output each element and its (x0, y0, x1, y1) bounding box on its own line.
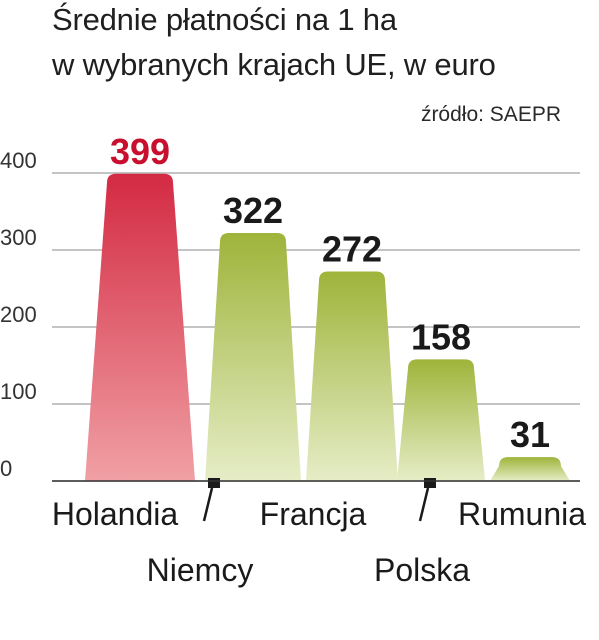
bar-polska (397, 359, 485, 481)
y-tick-label: 400 (0, 148, 37, 173)
category-label-rumunia: Rumunia (458, 496, 586, 532)
chart-source: źródło: SAEPR (420, 103, 561, 126)
category-label-niemcy: Niemcy (147, 552, 254, 588)
y-tick-label: 200 (0, 302, 37, 327)
bar-niemcy (205, 233, 301, 481)
value-label-holandia: 399 (110, 131, 170, 172)
value-label-francja: 272 (322, 229, 382, 270)
value-label-niemcy: 322 (223, 190, 283, 231)
value-label-polska: 158 (411, 316, 471, 357)
chart-title-line-1: Średnie płatności na 1 ha (52, 2, 397, 37)
chart-title-line-2: w wybranych krajach UE, w euro (52, 47, 496, 82)
category-marker-niemcy (208, 478, 220, 488)
category-label-polska: Polska (374, 552, 470, 588)
category-label-holandia: Holandia (52, 496, 179, 532)
value-label-rumunia: 31 (510, 414, 550, 455)
bar-rumunia (490, 457, 570, 481)
y-tick-label: 0 (0, 456, 12, 481)
category-leader-polska (418, 487, 430, 522)
bar-francja (306, 271, 398, 481)
category-label-francja: Francja (260, 496, 367, 532)
bar-holandia (85, 173, 195, 481)
y-tick-label: 300 (0, 225, 37, 250)
category-leader-niemcy (202, 487, 214, 522)
category-marker-polska (424, 478, 436, 488)
y-tick-label: 100 (0, 379, 37, 404)
